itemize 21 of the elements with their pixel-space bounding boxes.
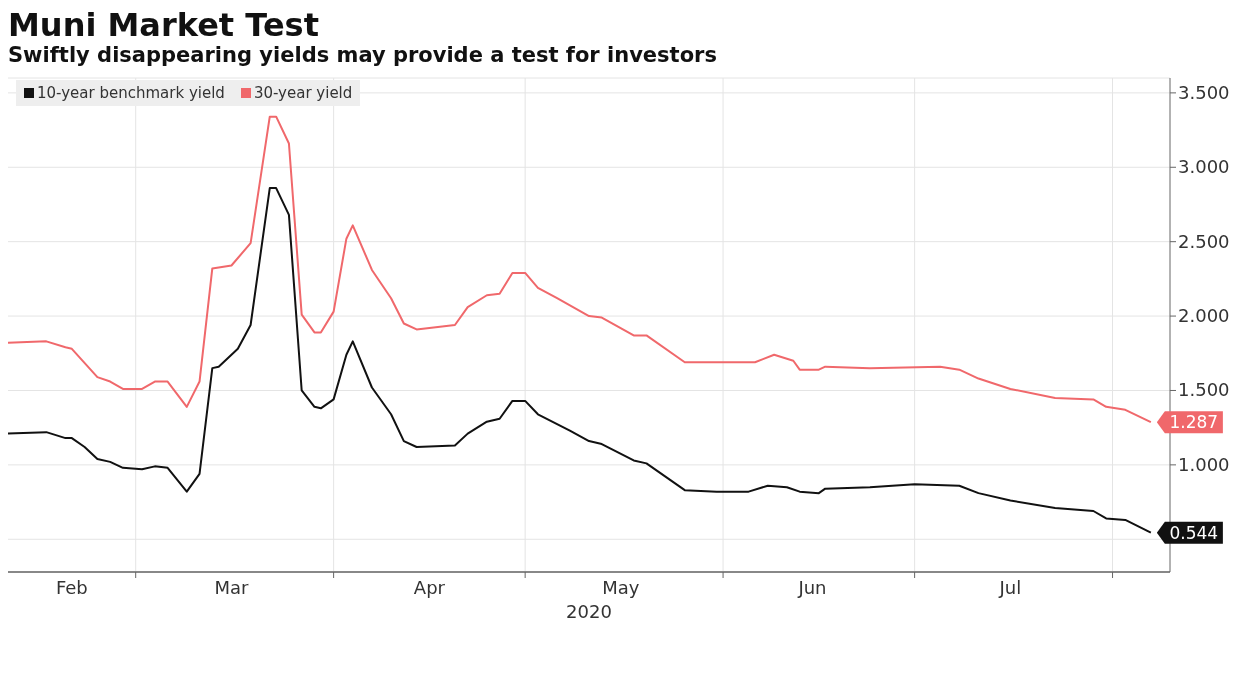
y-tick-label: 2.000 xyxy=(1178,305,1230,327)
chart-title: Muni Market Test xyxy=(8,6,319,44)
x-tick-label: Jul xyxy=(998,577,1022,598)
line-series xyxy=(8,115,1152,424)
x-tick-label: Feb xyxy=(55,577,88,598)
y-tick-label: 3.000 xyxy=(1178,156,1230,178)
x-tick-label: Jun xyxy=(797,577,827,598)
y-tick-label: 2.500 xyxy=(1178,230,1230,252)
legend-label: 10-year benchmark yield xyxy=(37,84,225,102)
x-tick-label: May xyxy=(602,577,640,598)
x-tick-label: Mar xyxy=(214,577,250,598)
y-tick-label: 1.500 xyxy=(1178,379,1230,401)
x-axis-title: 2020 xyxy=(566,601,612,622)
y-tick-label: 1.000 xyxy=(1178,453,1230,475)
data-label: 0.544 xyxy=(1169,522,1219,543)
data-label: 1.287 xyxy=(1169,412,1219,433)
legend-label: 30-year yield xyxy=(253,84,353,102)
line-series xyxy=(8,187,1152,534)
chart-subtitle: Swiftly disappearing yields may provide a test for investors xyxy=(8,43,717,67)
y-tick-label: 3.500 xyxy=(1178,81,1230,103)
x-tick-label: Apr xyxy=(413,577,446,598)
